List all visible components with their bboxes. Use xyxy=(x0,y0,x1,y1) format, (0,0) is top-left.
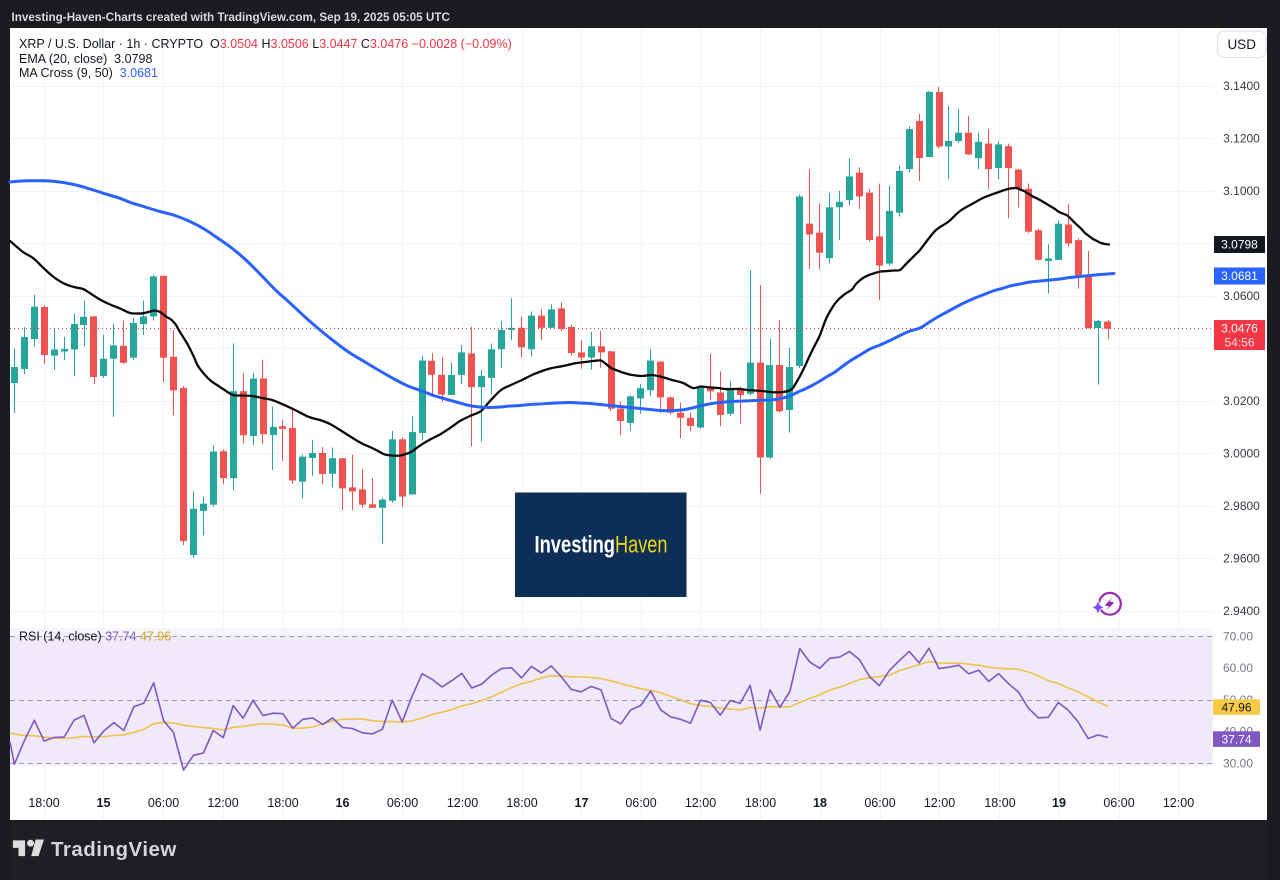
svg-text:47.96: 47.96 xyxy=(1221,700,1251,714)
svg-text:12:00: 12:00 xyxy=(924,796,955,810)
svg-text:06:00: 06:00 xyxy=(148,796,179,810)
svg-text:16: 16 xyxy=(336,796,350,810)
svg-text:37.74: 37.74 xyxy=(1221,732,1251,746)
svg-text:TradingView: TradingView xyxy=(51,838,177,861)
svg-text:2.9800: 2.9800 xyxy=(1223,499,1260,513)
svg-text:3.0200: 3.0200 xyxy=(1223,394,1260,408)
svg-text:Investing-Haven-Charts created: Investing-Haven-Charts created with Trad… xyxy=(12,11,451,24)
svg-text:18:00: 18:00 xyxy=(506,796,537,810)
svg-text:06:00: 06:00 xyxy=(625,796,656,810)
svg-text:60.00: 60.00 xyxy=(1223,661,1253,675)
svg-text:Investing: Investing xyxy=(535,532,616,559)
svg-text:18:00: 18:00 xyxy=(28,796,59,810)
svg-text:06:00: 06:00 xyxy=(864,796,895,810)
svg-text:18:00: 18:00 xyxy=(267,796,298,810)
svg-text:MA Cross (9, 50) 3.0681: MA Cross (9, 50) 3.0681 xyxy=(19,66,158,80)
svg-text:3.0600: 3.0600 xyxy=(1223,289,1260,303)
svg-text:RSI (14, close) 37.74 47.96: RSI (14, close) 37.74 47.96 xyxy=(19,630,171,644)
svg-text:12:00: 12:00 xyxy=(447,796,478,810)
svg-text:3.0798: 3.0798 xyxy=(1221,238,1258,252)
svg-text:06:00: 06:00 xyxy=(387,796,418,810)
svg-text:18: 18 xyxy=(813,796,827,810)
svg-text:17: 17 xyxy=(575,796,589,810)
svg-text:54:56: 54:56 xyxy=(1224,335,1254,349)
svg-text:EMA (20, close) 3.0798: EMA (20, close) 3.0798 xyxy=(19,52,152,66)
svg-text:12:00: 12:00 xyxy=(685,796,716,810)
svg-text:12:00: 12:00 xyxy=(1163,796,1194,810)
svg-text:Haven: Haven xyxy=(615,532,668,559)
svg-text:18:00: 18:00 xyxy=(745,796,776,810)
svg-text:2.9400: 2.9400 xyxy=(1223,604,1260,618)
svg-text:19: 19 xyxy=(1052,796,1066,810)
svg-text:USD: USD xyxy=(1227,37,1256,52)
svg-text:3.1400: 3.1400 xyxy=(1223,79,1260,93)
svg-text:15: 15 xyxy=(97,796,111,810)
svg-text:3.1000: 3.1000 xyxy=(1223,184,1260,198)
svg-text:3.0476: 3.0476 xyxy=(1221,322,1258,336)
svg-text:12:00: 12:00 xyxy=(207,796,238,810)
svg-text:2.9600: 2.9600 xyxy=(1223,552,1260,566)
svg-text:3.1200: 3.1200 xyxy=(1223,132,1260,146)
svg-text:18:00: 18:00 xyxy=(984,796,1015,810)
svg-text:3.0000: 3.0000 xyxy=(1223,447,1260,461)
svg-text:3.0681: 3.0681 xyxy=(1221,269,1258,283)
svg-text:30.00: 30.00 xyxy=(1223,757,1253,771)
svg-text:70.00: 70.00 xyxy=(1223,630,1253,644)
svg-text:XRP / U.S. Dollar · 1h · CRYPT: XRP / U.S. Dollar · 1h · CRYPTO O3.0504 … xyxy=(19,37,512,51)
svg-text:06:00: 06:00 xyxy=(1103,796,1134,810)
